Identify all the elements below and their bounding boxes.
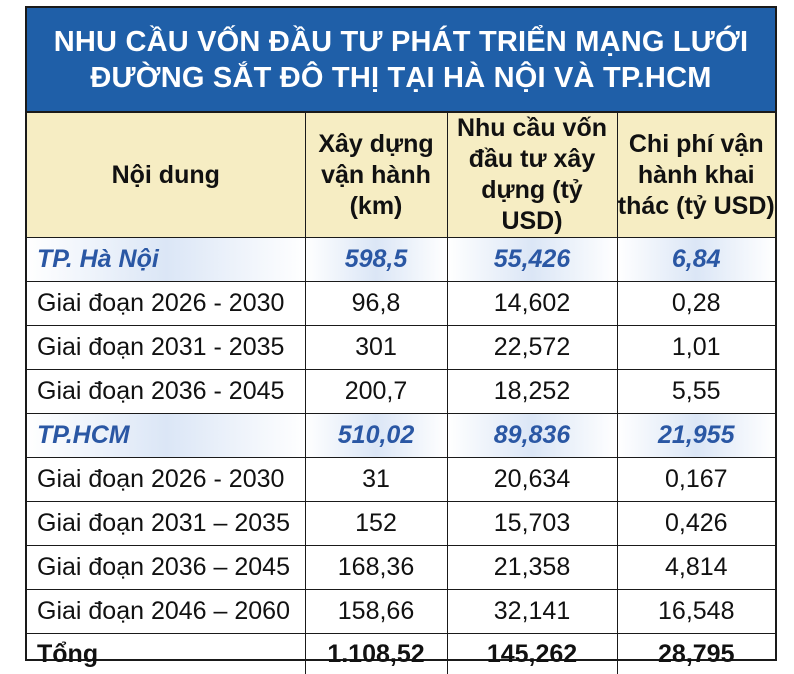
cell-length-km: 200,7 [305, 370, 447, 414]
city-row-hcm: TP.HCM 510,02 89,836 21,955 [27, 414, 775, 458]
title-line-1: NHU CẦU VỐN ĐẦU TƯ PHÁT TRIỂN MẠNG LƯỚI [54, 24, 748, 60]
cell-operating-cost: 5,55 [617, 370, 775, 414]
table-row: Giai đoạn 2026 - 2030 31 20,634 0,167 [27, 458, 775, 502]
cell-length-km: 168,36 [305, 546, 447, 590]
cell-investment: 22,572 [447, 326, 617, 370]
infographic-table: NHU CẦU VỐN ĐẦU TƯ PHÁT TRIỂN MẠNG LƯỚI … [25, 6, 777, 661]
cell-operating-cost: 0,426 [617, 502, 775, 546]
funding-table: Nội dung Xây dựng vận hành (km) Nhu cầu … [27, 113, 775, 674]
table-row: Giai đoạn 2031 - 2035 301 22,572 1,01 [27, 326, 775, 370]
cell-length-km: 158,66 [305, 590, 447, 634]
header-content: Nội dung [27, 113, 305, 238]
cell-operating-cost: 21,955 [617, 414, 775, 458]
cell-length-km: 598,5 [305, 238, 447, 282]
cell-length-km: 152 [305, 502, 447, 546]
cell-investment: 21,358 [447, 546, 617, 590]
row-label: Giai đoạn 2036 - 2045 [27, 370, 305, 414]
cell-investment: 89,836 [447, 414, 617, 458]
cell-length-km: 301 [305, 326, 447, 370]
table-row: Giai đoạn 2036 – 2045 168,36 21,358 4,81… [27, 546, 775, 590]
cell-length-km: 96,8 [305, 282, 447, 326]
row-label: Giai đoạn 2026 - 2030 [27, 458, 305, 502]
cell-length-km: 31 [305, 458, 447, 502]
cell-investment: 18,252 [447, 370, 617, 414]
header-operating-cost: Chi phí vận hành khai thác (tỷ USD) [617, 113, 775, 238]
cell-investment: 15,703 [447, 502, 617, 546]
cell-length-km: 510,02 [305, 414, 447, 458]
cell-operating-cost: 0,167 [617, 458, 775, 502]
city-row-hanoi: TP. Hà Nội 598,5 55,426 6,84 [27, 238, 775, 282]
row-label: Giai đoạn 2026 - 2030 [27, 282, 305, 326]
header-row: Nội dung Xây dựng vận hành (km) Nhu cầu … [27, 113, 775, 238]
header-length-km: Xây dựng vận hành (km) [305, 113, 447, 238]
cell-operating-cost: 16,548 [617, 590, 775, 634]
table-row: Giai đoạn 2026 - 2030 96,8 14,602 0,28 [27, 282, 775, 326]
row-label: Giai đoạn 2036 – 2045 [27, 546, 305, 590]
cell-investment: 20,634 [447, 458, 617, 502]
table-row: Giai đoạn 2036 - 2045 200,7 18,252 5,55 [27, 370, 775, 414]
table-row: Giai đoạn 2046 – 2060 158,66 32,141 16,5… [27, 590, 775, 634]
row-label: Giai đoạn 2031 – 2035 [27, 502, 305, 546]
table-title: NHU CẦU VỐN ĐẦU TƯ PHÁT TRIỂN MẠNG LƯỚI … [27, 8, 775, 113]
cell-investment: 55,426 [447, 238, 617, 282]
cell-operating-cost: 0,28 [617, 282, 775, 326]
cell-investment: 32,141 [447, 590, 617, 634]
row-label: TP. Hà Nội [27, 238, 305, 282]
row-label: Giai đoạn 2046 – 2060 [27, 590, 305, 634]
table-row: Giai đoạn 2031 – 2035 152 15,703 0,426 [27, 502, 775, 546]
cell-operating-cost: 1,01 [617, 326, 775, 370]
title-line-2: ĐƯỜNG SẮT ĐÔ THỊ TẠI HÀ NỘI VÀ TP.HCM [90, 60, 711, 96]
row-label: TP.HCM [27, 414, 305, 458]
header-investment: Nhu cầu vốn đầu tư xây dựng (tỷ USD) [447, 113, 617, 238]
cell-investment: 14,602 [447, 282, 617, 326]
cell-operating-cost: 6,84 [617, 238, 775, 282]
row-label: Giai đoạn 2031 - 2035 [27, 326, 305, 370]
cell-operating-cost: 4,814 [617, 546, 775, 590]
